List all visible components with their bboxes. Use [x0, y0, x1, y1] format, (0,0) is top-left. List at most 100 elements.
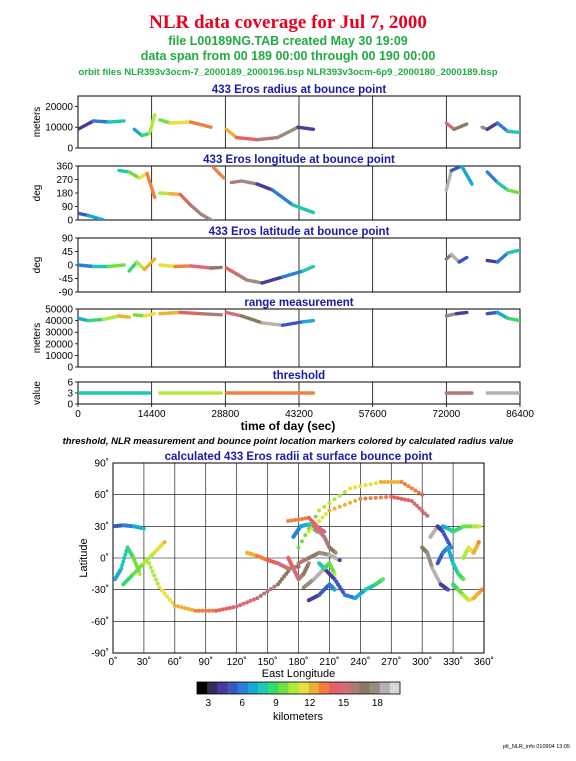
map-marker	[384, 495, 389, 500]
data-segment	[240, 314, 264, 325]
y-tick-label: 45	[62, 247, 74, 258]
map-marker	[152, 573, 157, 578]
y-tick-label: 20000	[45, 339, 73, 350]
map-marker	[286, 519, 291, 524]
y-axis-label: deg	[32, 185, 43, 202]
map-marker	[337, 504, 342, 509]
data-segment	[178, 192, 193, 207]
data-segment	[485, 258, 500, 264]
map-x-tick-label: 60˚	[168, 656, 182, 668]
data-segment	[117, 168, 131, 174]
data-segment	[145, 171, 157, 200]
data-segment	[188, 203, 203, 216]
x-tick-label: 72000	[432, 409, 460, 420]
colorbar-tick-label: 12	[304, 698, 316, 709]
data-segment	[506, 129, 520, 135]
data-segment	[158, 118, 172, 125]
y-axis-label: deg	[32, 257, 43, 274]
y-tick-label: 360	[56, 162, 73, 173]
map-marker	[399, 480, 404, 484]
data-segment	[132, 313, 147, 318]
y-axis-label: value	[32, 381, 43, 405]
map-marker	[217, 608, 222, 613]
map-marker	[157, 585, 162, 590]
map-marker	[162, 591, 167, 596]
data-segment	[275, 125, 300, 140]
panel-1: 433 Eros radius at bounce point 20000 1000…	[32, 84, 521, 155]
surface-map-chart: calculated 433 Eros radii at surface bou…	[78, 451, 494, 680]
y-tick-label: 0	[67, 261, 73, 272]
y-axis-label: meters	[32, 323, 43, 354]
map-marker	[327, 501, 332, 506]
map-x-tick-label: 360˚	[474, 656, 494, 668]
colorbar-swatch	[207, 682, 218, 694]
map-marker	[162, 540, 167, 545]
map-data	[113, 480, 484, 613]
orbit-files-line: orbit files NLR393v3ocm-7_2000189_200019…	[78, 67, 497, 78]
map-marker	[248, 598, 253, 603]
colorbar-tick-label: 15	[338, 698, 350, 709]
colorbar-swatch	[227, 682, 238, 694]
colorbar-swatch	[257, 682, 269, 694]
colorbar-swatch	[217, 682, 228, 694]
map-marker	[399, 496, 404, 501]
colorbar-swatch	[197, 682, 208, 694]
map-marker	[417, 506, 422, 511]
footer-stamp: plt_NLR_info 010904 13:05	[503, 744, 570, 750]
data-segment	[173, 264, 193, 269]
map-marker	[262, 591, 267, 596]
map-marker	[406, 498, 411, 503]
data-segment	[495, 251, 510, 264]
map-marker	[150, 569, 155, 574]
map-marker	[251, 597, 256, 602]
map-marker	[373, 495, 378, 500]
map-marker	[244, 600, 249, 605]
map-marker	[313, 514, 318, 519]
map-y-tick-label: 0˚	[100, 553, 109, 565]
map-marker	[172, 603, 177, 608]
data-segment	[245, 278, 264, 285]
map-x-tick-label: 150˚	[258, 656, 278, 668]
map-marker	[342, 490, 347, 495]
map-marker	[449, 545, 454, 550]
data-segment	[444, 168, 454, 192]
map-x-tick-label: 0˚	[109, 656, 118, 668]
data-segment	[506, 316, 520, 323]
data-segment	[86, 213, 106, 220]
map-marker	[368, 482, 373, 487]
colorbar-swatch	[268, 682, 279, 694]
colorbar-label: kilometers	[273, 711, 324, 723]
map-title: calculated 433 Eros radii at surface bou…	[165, 451, 433, 463]
data-segment	[78, 119, 96, 131]
colorbar-frame	[196, 681, 401, 695]
map-x-tick-label: 270˚	[381, 656, 401, 668]
map-y-tick-label: 60˚	[95, 489, 109, 501]
colorbar-swatch	[369, 682, 380, 694]
panel-title: 433 Eros latitude at bounce point	[209, 226, 390, 238]
panel-5: threshold 630 value	[32, 370, 521, 411]
colorbar-swatch	[237, 682, 249, 694]
map-marker	[415, 503, 420, 508]
map-x-tick-label: 90˚	[199, 656, 213, 668]
map-marker	[269, 586, 274, 591]
time-axis-label: time of day (sec)	[241, 419, 336, 433]
map-marker	[238, 603, 243, 608]
time-series-panels: 433 Eros radius at bounce point200001000…	[32, 84, 521, 411]
map-marker	[123, 552, 128, 557]
map-marker	[389, 480, 394, 484]
y-tick-label: 90	[62, 202, 74, 213]
colorbar-swatch	[359, 682, 370, 694]
y-tick-label: 90	[62, 234, 74, 245]
map-marker	[378, 480, 383, 484]
map-marker	[207, 608, 212, 613]
colorbar-tick-label: 18	[372, 698, 384, 709]
map-marker	[220, 607, 225, 612]
data-segment	[142, 311, 157, 318]
time-axis: 0 14400 28800 43200 57600 72000 86400	[75, 404, 534, 420]
data-segment	[106, 263, 126, 269]
map-marker	[317, 508, 322, 513]
map-marker	[409, 499, 414, 503]
map-marker	[121, 559, 126, 564]
data-segment	[296, 125, 316, 131]
